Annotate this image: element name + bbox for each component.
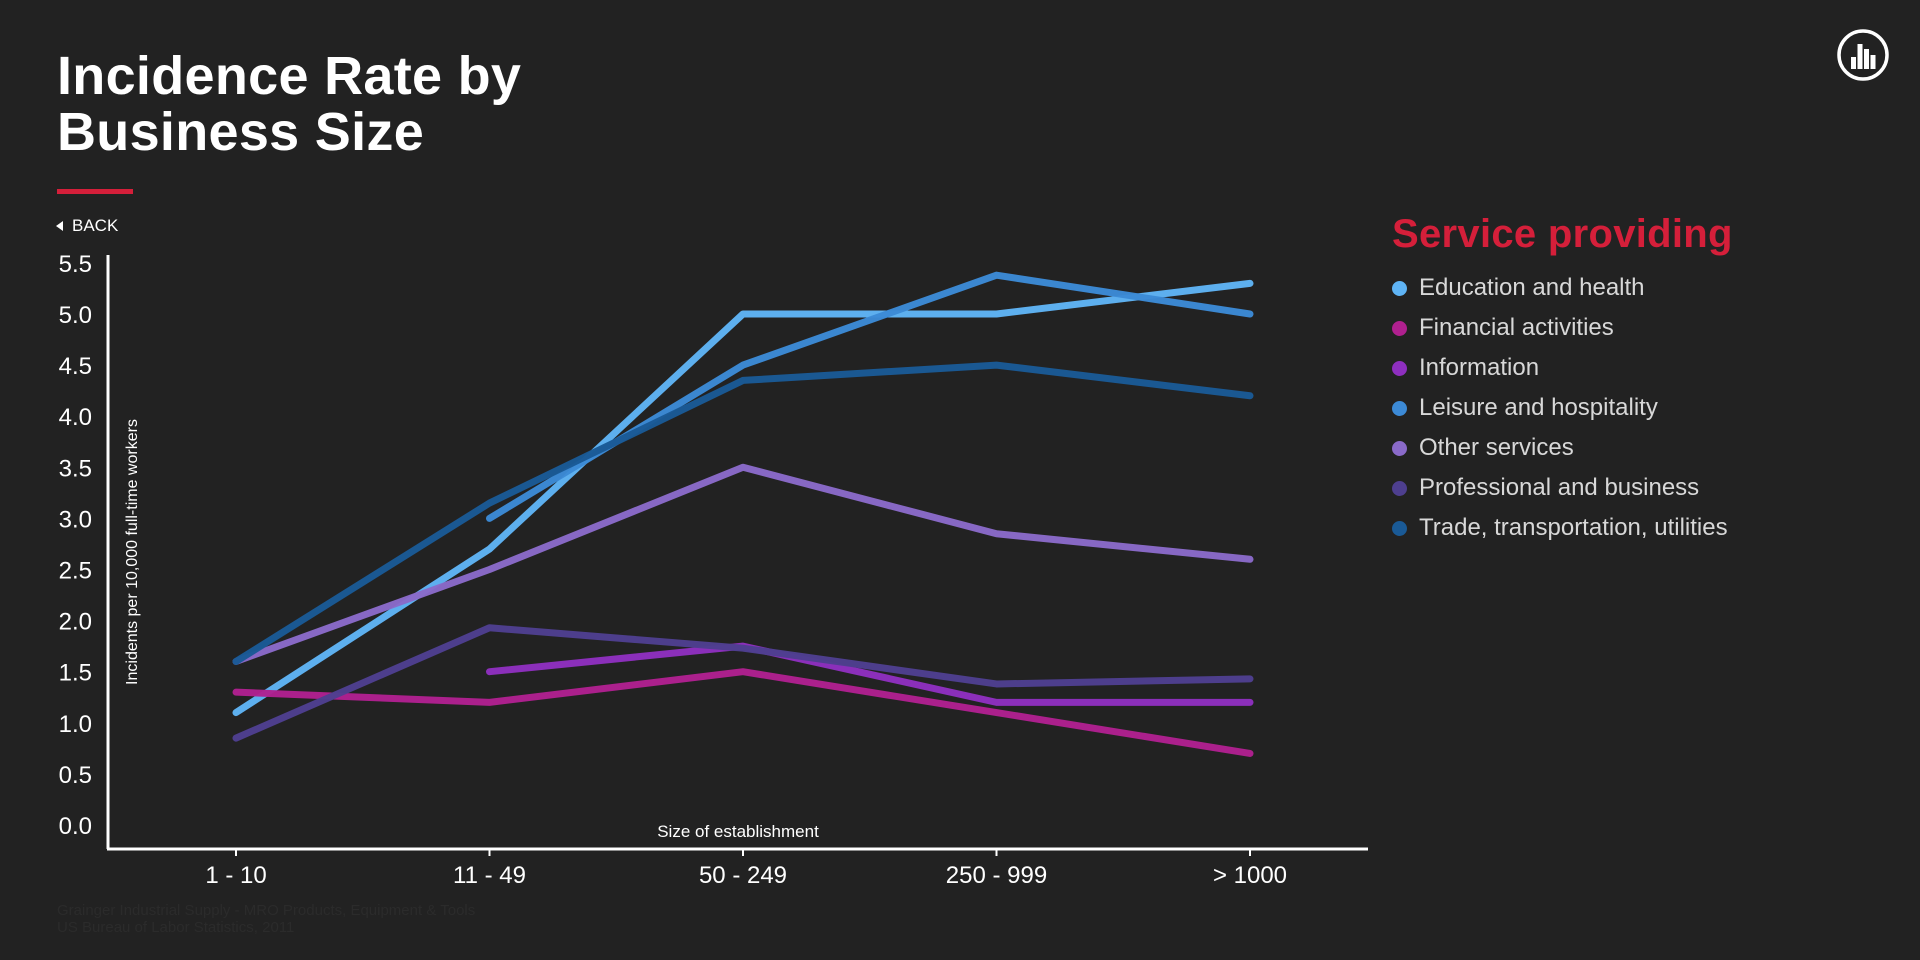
series-line-professional-and-business — [232, 624, 1254, 742]
legend-dot-icon — [1392, 400, 1407, 416]
legend-dot-icon — [1392, 520, 1407, 536]
x-tick-label: 250 - 999 — [946, 862, 1047, 889]
back-label: BACK — [72, 216, 119, 235]
series-line-financial-activities — [232, 668, 1254, 757]
y-tick-label: 3.5 — [59, 455, 92, 482]
title-line-2: Business Size — [57, 102, 425, 162]
page-title: Incidence Rate by Business Size — [57, 48, 521, 160]
y-tick-label: 1.5 — [59, 660, 92, 687]
chart-legend: Service providing Education and health Fi… — [1392, 212, 1733, 548]
legend-label: Education and health — [1419, 274, 1645, 301]
legend-item: Financial activities — [1392, 308, 1733, 348]
x-axis-label: Size of establishment — [657, 822, 819, 841]
y-tick-label: 4.5 — [59, 353, 92, 380]
y-axis-label: Incidents per 10,000 full-time workers — [124, 419, 141, 685]
series-line-other-services — [232, 463, 1254, 665]
x-tick-label: 11 - 49 — [453, 862, 526, 889]
series-line-trade-transportation-utilities — [232, 361, 1254, 665]
x-tick-labels: 1 - 10 11 - 49 50 - 249 250 - 999 > 1000 — [205, 849, 1287, 889]
source-footer: Grainger Industrial Supply - MRO Product… — [57, 902, 475, 936]
legend-dot-icon — [1392, 480, 1407, 496]
legend-item: Leisure and hospitality — [1392, 388, 1733, 428]
legend-label: Leisure and hospitality — [1419, 394, 1658, 421]
legend-title: Service providing — [1392, 212, 1733, 256]
footer-line-1: Grainger Industrial Supply - MRO Product… — [57, 902, 476, 919]
y-tick-labels: 0.0 0.5 1.0 1.5 2.0 2.5 3.0 3.5 4.0 4.5 5.0 5.5 — [59, 251, 92, 840]
x-tick-label: > 1000 — [1213, 862, 1287, 889]
legend-item: Other services — [1392, 428, 1733, 468]
y-tick-label: 5.0 — [59, 302, 92, 329]
building-logo-icon[interactable] — [1836, 28, 1890, 82]
legend-label: Other services — [1419, 434, 1574, 461]
title-line-1: Incidence Rate by — [57, 46, 522, 106]
legend-label: Trade, transportation, utilities — [1419, 514, 1728, 541]
legend-label: Financial activities — [1419, 314, 1614, 341]
y-tick-label: 2.5 — [59, 558, 92, 585]
legend-item: Trade, transportation, utilities — [1392, 508, 1733, 548]
legend-items: Education and health Financial activities… — [1392, 268, 1733, 548]
legend-item: Information — [1392, 348, 1733, 388]
y-tick-label: 2.0 — [59, 609, 92, 636]
series-line-information — [486, 642, 1254, 706]
back-button[interactable]: BACK — [56, 216, 118, 236]
legend-dot-icon — [1392, 360, 1407, 376]
x-tick-label: 50 - 249 — [699, 862, 787, 889]
y-tick-label: 5.5 — [59, 251, 92, 278]
y-tick-label: 0.5 — [59, 762, 92, 789]
legend-item: Education and health — [1392, 268, 1733, 308]
y-tick-label: 0.0 — [59, 813, 92, 840]
legend-dot-icon — [1392, 280, 1407, 296]
y-tick-label: 4.0 — [59, 404, 92, 431]
legend-dot-icon — [1392, 440, 1407, 456]
footer-line-2: US Bureau of Labor Statistics, 2011 — [57, 919, 295, 936]
title-accent-bar — [57, 189, 133, 194]
chart-axes — [106, 255, 1368, 851]
series-lines — [232, 271, 1254, 757]
y-tick-label: 3.0 — [59, 506, 92, 533]
legend-dot-icon — [1392, 320, 1407, 336]
legend-item: Professional and business — [1392, 468, 1733, 508]
legend-label: Professional and business — [1419, 474, 1700, 501]
x-tick-label: 1 - 10 — [205, 862, 266, 889]
back-arrow-icon — [56, 221, 63, 231]
legend-label: Information — [1419, 354, 1540, 381]
y-tick-label: 1.0 — [59, 711, 92, 738]
